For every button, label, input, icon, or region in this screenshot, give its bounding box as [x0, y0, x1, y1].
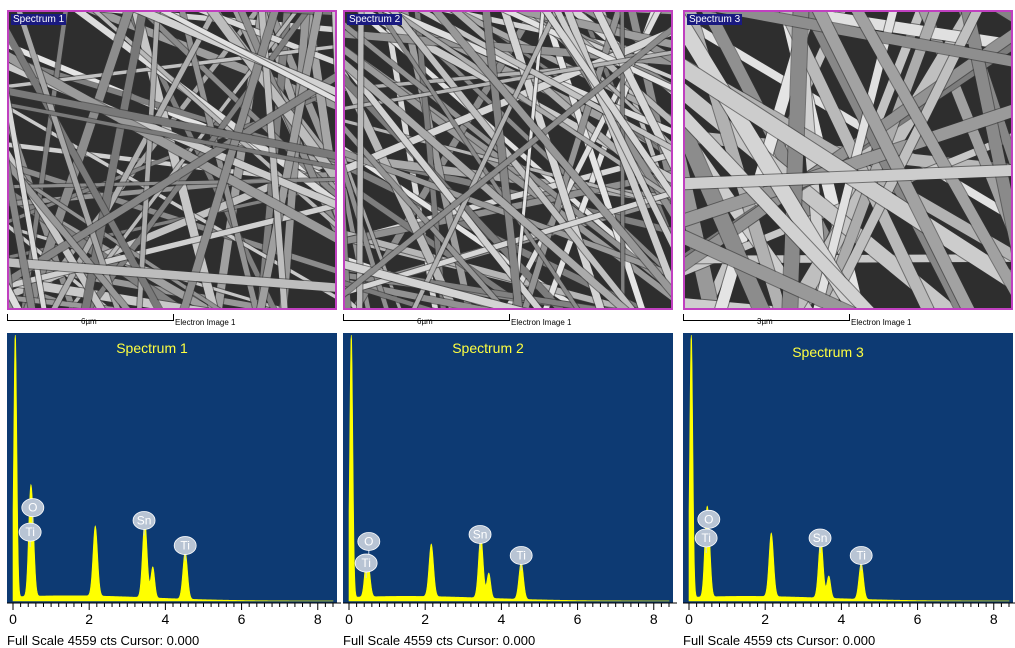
fiber-micrograph [9, 12, 335, 308]
panel-spectrum-3: Spectrum 3 3µm Electron Image 1 Spectrum… [683, 0, 1015, 647]
electron-image-caption: Electron Image 1 [851, 318, 911, 327]
spectrum-title: Spectrum 1 [116, 340, 188, 356]
x-tick-label: 4 [161, 611, 169, 627]
x-tick-label: 0 [9, 611, 17, 627]
sem-image: Spectrum 1 [7, 10, 337, 310]
peak-label-sn: Sn [813, 531, 828, 545]
x-tick-label: 2 [421, 611, 429, 627]
scale-bar-row: 6µm Electron Image 1 [343, 311, 673, 327]
peak-label-o: O [364, 534, 373, 548]
sem-image-label: Spectrum 1 [11, 14, 66, 25]
fiber-micrograph [685, 12, 1011, 308]
scale-bar-row: 6µm Electron Image 1 [7, 311, 337, 327]
scale-bar-label: 6µm [81, 317, 97, 326]
panel-spectrum-1: Spectrum 1 6µm Electron Image 1 Spectrum… [7, 0, 343, 647]
sem-image: Spectrum 3 [683, 10, 1013, 310]
x-tick-label: 0 [685, 611, 693, 627]
peak-label-ti: Ti [856, 548, 866, 562]
spectrum-footer: Full Scale 4559 cts Cursor: 0.000 [343, 633, 535, 648]
peak-label-sn: Sn [473, 527, 488, 541]
spectrum-footer: Full Scale 4559 cts Cursor: 0.000 [7, 633, 199, 648]
plot-background [343, 333, 673, 603]
spectrum-plot: Spectrum 2 O Ti Sn Ti 0 2 4 6 8 [343, 333, 679, 633]
peak-label-ti: Ti [516, 548, 526, 562]
spectrum-plot: Spectrum 3 O Ti Sn Ti 0 2 4 6 8 [683, 333, 1015, 633]
spectrum-title: Spectrum 2 [452, 340, 524, 356]
scale-bar-label: 3µm [757, 317, 773, 326]
peak-label-o: O [704, 512, 713, 526]
eds-spectrum: Spectrum 2 O Ti Sn Ti 0 2 4 6 8 [343, 333, 679, 647]
x-tick-label: 8 [650, 611, 658, 627]
x-tick-label: 6 [238, 611, 246, 627]
sem-image-label: Spectrum 2 [347, 14, 402, 25]
x-tick-label: 8 [990, 611, 998, 627]
spectrum-plot: Spectrum 1 O Ti Sn Ti 0 2 4 6 8 [7, 333, 343, 633]
spectrum-title: Spectrum 3 [792, 344, 864, 360]
peak-label-sn: Sn [137, 513, 152, 527]
peak-label-ti: Ti [361, 556, 371, 570]
scale-bar-row: 3µm Electron Image 1 [683, 311, 1013, 327]
x-tick-label: 4 [497, 611, 505, 627]
peak-label-ti: Ti [701, 531, 711, 545]
plot-background [7, 333, 337, 603]
peak-label-o: O [28, 501, 37, 515]
x-tick-label: 2 [85, 611, 93, 627]
plot-background [683, 333, 1013, 603]
peak-label-ti: Ti [25, 525, 35, 539]
eds-spectrum: Spectrum 1 O Ti Sn Ti 0 2 4 6 8 [7, 333, 343, 647]
electron-image-caption: Electron Image 1 [511, 318, 571, 327]
x-tick-label: 6 [574, 611, 582, 627]
panel-spectrum-2: Spectrum 2 6µm Electron Image 1 Spectrum… [343, 0, 679, 647]
spectrum-footer: Full Scale 4559 cts Cursor: 0.000 [683, 633, 875, 648]
x-tick-label: 6 [914, 611, 922, 627]
scale-bar-label: 6µm [417, 317, 433, 326]
sem-image: Spectrum 2 [343, 10, 673, 310]
eds-spectrum: Spectrum 3 O Ti Sn Ti 0 2 4 6 8 [683, 333, 1015, 647]
peak-label-ti: Ti [180, 539, 190, 553]
sem-image-label: Spectrum 3 [687, 14, 742, 25]
x-tick-label: 4 [837, 611, 845, 627]
x-tick-label: 0 [345, 611, 353, 627]
fiber-micrograph [345, 12, 671, 308]
electron-image-caption: Electron Image 1 [175, 318, 235, 327]
x-tick-label: 2 [761, 611, 769, 627]
x-tick-label: 8 [314, 611, 322, 627]
